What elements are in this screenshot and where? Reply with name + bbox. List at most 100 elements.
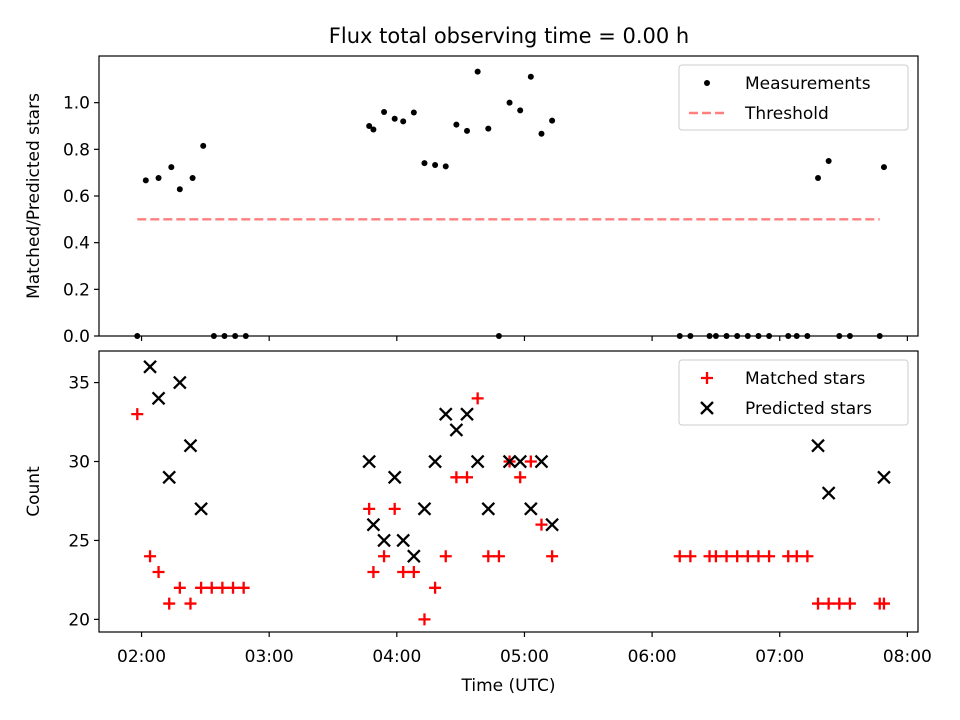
legend-x — [700, 401, 714, 415]
data-point — [397, 566, 410, 579]
legend: Matched stars Predicted stars — [678, 359, 909, 426]
data-point — [524, 455, 537, 468]
data-point — [432, 161, 439, 168]
data-point — [846, 333, 853, 339]
data-point — [195, 581, 208, 594]
data-point — [461, 471, 474, 484]
data-point — [367, 566, 380, 579]
data-point — [176, 186, 183, 193]
data-point — [821, 486, 836, 500]
data-point — [407, 566, 420, 579]
data-point — [168, 164, 175, 171]
data-point — [366, 123, 373, 129]
data-point — [410, 109, 417, 116]
data-point — [387, 470, 402, 485]
data-point — [790, 550, 803, 563]
data-point — [363, 502, 376, 515]
data-point — [741, 550, 754, 563]
data-point — [142, 177, 149, 184]
data-point — [470, 454, 485, 469]
data-point — [205, 581, 218, 594]
data-point — [731, 550, 744, 563]
data-point — [549, 117, 556, 124]
x-tick-label: 03:00 — [245, 647, 294, 667]
data-point — [804, 333, 811, 339]
data-point — [706, 333, 713, 339]
y-tick-label: 30 — [68, 453, 90, 473]
data-point — [391, 115, 398, 122]
data-point — [482, 550, 495, 563]
data-point — [514, 471, 527, 484]
legend-plus — [701, 372, 713, 384]
data-point — [766, 333, 773, 339]
data-point — [143, 359, 157, 374]
data-point — [381, 109, 388, 115]
y-tick-label: 0.4 — [63, 234, 90, 254]
data-point — [534, 454, 549, 469]
data-point — [801, 550, 814, 563]
x-tick-label: 04:00 — [372, 647, 421, 667]
data-point — [822, 597, 835, 610]
data-point — [825, 158, 832, 164]
series-matched-stars — [131, 392, 890, 626]
data-point — [506, 99, 513, 106]
data-point — [407, 549, 421, 564]
data-point — [752, 550, 765, 563]
data-point — [194, 502, 208, 516]
data-point — [210, 333, 217, 339]
data-point — [495, 333, 502, 339]
data-point — [362, 454, 376, 469]
data-point — [237, 581, 250, 594]
data-point — [684, 550, 697, 563]
legend: Measurements Threshold — [678, 64, 909, 131]
data-point — [151, 391, 166, 406]
data-point — [876, 333, 883, 339]
data-point — [134, 333, 141, 339]
axes-frame — [98, 350, 919, 633]
data-point — [242, 333, 249, 339]
legend-dot — [704, 80, 710, 86]
x-axis-label: Time (UTC) — [461, 676, 556, 696]
y-tick-label: 35 — [68, 374, 90, 394]
data-point — [815, 175, 822, 182]
x-tick-label: 05:00 — [500, 647, 549, 667]
data-point — [152, 566, 165, 579]
data-point — [687, 333, 694, 339]
data-point — [439, 550, 452, 563]
data-point — [450, 471, 463, 484]
legend-label: Measurements — [745, 74, 871, 94]
data-point — [184, 597, 197, 610]
x-tick-label: 02:00 — [117, 647, 166, 667]
y-tick-label: 1.0 — [63, 94, 90, 114]
data-point — [811, 438, 825, 453]
data-point — [464, 127, 471, 134]
data-point — [173, 375, 187, 390]
y-axis-label: Matched/Predicted stars — [24, 93, 44, 299]
data-point — [833, 597, 846, 610]
data-point — [183, 438, 198, 453]
data-point — [513, 454, 528, 469]
data-point — [535, 518, 548, 531]
data-point — [442, 163, 449, 170]
data-point — [189, 175, 196, 182]
y-axis-label: Count — [24, 466, 44, 517]
data-point — [429, 581, 442, 594]
chart-title: Flux total observing time = 0.00 h — [329, 24, 689, 48]
legend-marker — [704, 80, 710, 86]
y-tick-label: 0.0 — [63, 327, 90, 347]
data-point — [793, 333, 800, 339]
y-tick-label: 20 — [68, 610, 90, 630]
data-point — [877, 470, 891, 485]
x-tick-label: 06:00 — [628, 647, 677, 667]
data-point — [400, 118, 407, 125]
data-point — [155, 175, 162, 182]
data-point — [763, 550, 776, 563]
legend-box — [678, 64, 909, 131]
legend-marker — [701, 372, 713, 384]
data-point — [524, 502, 538, 516]
data-point — [734, 333, 741, 339]
data-point — [173, 581, 186, 594]
legend-label: Threshold — [744, 104, 829, 124]
data-point — [755, 333, 762, 339]
